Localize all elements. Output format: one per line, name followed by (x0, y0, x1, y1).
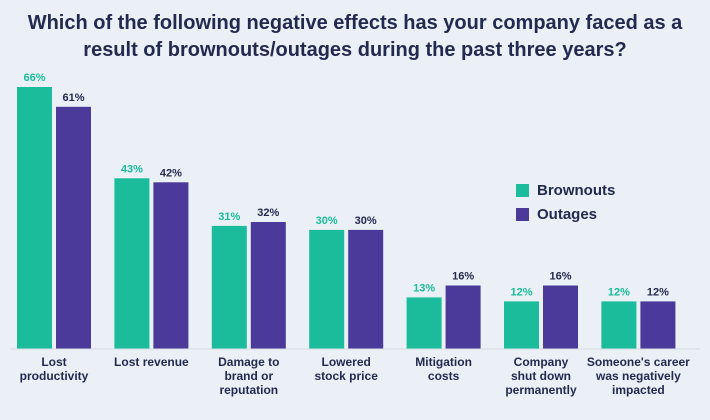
category-label-1: Lost revenue (99, 355, 203, 369)
legend: Brownouts Outages (516, 178, 615, 226)
category-label-6: Someone's career was negatively impacted (586, 355, 690, 397)
bar-outages-2 (250, 222, 286, 349)
data-label-outages-2: 32% (257, 207, 279, 219)
category-label-0: Lost productivity (2, 355, 106, 383)
category-label-1-line-0: Lost revenue (114, 355, 189, 369)
chart-title-line-1: Which of the following negative effects … (27, 12, 683, 34)
category-label-2-line-0: Damage to (218, 355, 280, 369)
data-label-brownouts-0: 66% (23, 72, 45, 84)
data-label-brownouts-6: 12% (608, 286, 630, 298)
chart-title: Which of the following negative effects … (0, 10, 710, 64)
data-label-outages-6: 12% (647, 286, 669, 298)
legend-item-outages: Outages (516, 202, 615, 226)
category-label-3: Lowered stock price (294, 355, 398, 383)
legend-swatch-brownouts (516, 183, 529, 197)
bar-brownouts-4 (406, 297, 442, 349)
chart-title-line-2: result of brownouts/outages during the p… (83, 39, 627, 61)
category-label-2-line-1: brand or (224, 369, 274, 383)
category-label-4-line-0: Mitigation (415, 355, 472, 369)
category-label-5-line-0: Company (513, 355, 569, 369)
category-label-4: Mitigation costs (392, 355, 496, 383)
category-label-5-line-2: permanently (505, 383, 577, 397)
data-label-outages-4: 16% (452, 271, 474, 283)
bar-outages-4 (445, 285, 481, 349)
data-label-brownouts-2: 31% (218, 211, 240, 223)
legend-label-outages: Outages (537, 205, 598, 223)
bar-brownouts-0 (17, 87, 52, 349)
data-label-brownouts-1: 43% (121, 163, 143, 175)
bar-outages-5 (543, 285, 578, 349)
bar-brownouts-2 (211, 225, 247, 349)
data-label-outages-3: 30% (355, 215, 377, 227)
legend-label-brownouts: Brownouts (537, 181, 616, 199)
bar-outages-3 (348, 229, 384, 349)
category-label-6-line-1: was negatively (596, 369, 681, 383)
data-label-outages-1: 42% (160, 167, 182, 179)
bar-brownouts-5 (504, 301, 539, 349)
bar-outages-0 (56, 106, 91, 349)
category-label-6-line-2: impacted (612, 383, 665, 397)
data-label-brownouts-3: 30% (316, 215, 338, 227)
bar-brownouts-1 (114, 178, 150, 349)
category-label-5: Company shut down permanently (489, 355, 593, 397)
bar-brownouts-3 (309, 229, 345, 349)
category-label-0-line-1: productivity (19, 369, 89, 383)
category-label-2-line-2: reputation (219, 383, 279, 397)
category-label-5-line-1: shut down (511, 369, 571, 383)
bar-outages-6 (640, 301, 676, 349)
category-label-4-line-1: costs (427, 369, 460, 383)
legend-item-brownouts: Brownouts (516, 178, 615, 202)
data-label-brownouts-5: 12% (510, 286, 532, 298)
data-label-brownouts-4: 13% (413, 282, 435, 294)
data-label-outages-5: 16% (549, 271, 571, 283)
data-label-outages-0: 61% (62, 92, 84, 104)
legend-swatch-outages (516, 207, 529, 221)
bar-outages-1 (153, 182, 189, 349)
category-label-0-line-0: Lost (41, 355, 67, 369)
category-label-3-line-0: Lowered (321, 355, 371, 369)
category-label-3-line-1: stock price (314, 369, 378, 383)
category-label-2: Damage to brand or reputation (197, 355, 301, 397)
bar-brownouts-6 (601, 301, 637, 349)
category-label-6-line-0: Someone's career (586, 355, 690, 369)
